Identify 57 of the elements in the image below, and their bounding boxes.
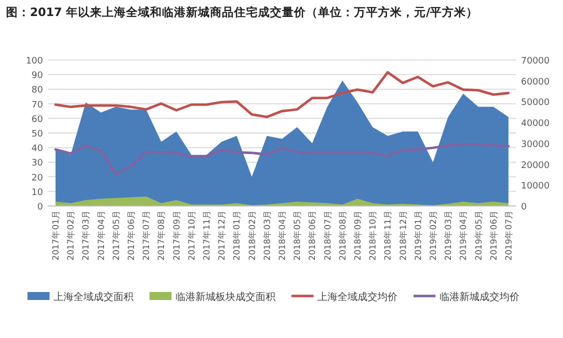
x-tick-label: 2019年04月 (458, 210, 470, 260)
y-tick-label: 10 (32, 188, 44, 198)
line-series (54, 71, 510, 118)
x-tick-label: 2017年11月 (202, 210, 213, 260)
x-tick-label: 2018年06月 (307, 210, 318, 260)
y2-tick-label: 50000 (521, 98, 550, 108)
x-tick-label: 2017年12月 (216, 210, 228, 260)
y-tick-label: 100 (26, 56, 44, 66)
y-tick-label: 90 (32, 71, 44, 82)
y-tick-label: 30 (32, 158, 44, 169)
y2-tick-label: 0 (521, 202, 527, 212)
y2-tick-label: 10000 (521, 182, 550, 192)
x-tick-label: 2017年02月 (66, 210, 77, 260)
y-tick-label: 60 (32, 114, 44, 125)
x-tick-label: 2017年04月 (96, 210, 107, 260)
x-tick-label: 2017年07月 (141, 210, 152, 260)
y2-tick-label: 20000 (521, 160, 550, 171)
x-tick-label: 2018年09月 (352, 210, 364, 260)
y-tick-label: 40 (32, 144, 44, 154)
x-tick-label: 2018年05月 (292, 210, 304, 260)
y-tick-label: 80 (32, 86, 44, 96)
y2-tick-label: 40000 (521, 119, 550, 130)
x-tick-label: 2019年06月 (488, 210, 500, 260)
x-tick-label: 2017年03月 (80, 210, 92, 260)
y-tick-label: 50 (32, 130, 44, 140)
x-tick-label: 2018年01月 (232, 210, 243, 260)
x-tick-label: 2019年07月 (503, 210, 514, 260)
chart-title: 图：2017 年以来上海全域和临港新城商品住宅成交量价（单位：万平方米，元/平方米） (6, 5, 478, 19)
x-tick-label: 2019年01月 (412, 210, 424, 260)
line-series (54, 143, 510, 176)
y-tick-label: 70 (32, 100, 44, 110)
y2-tick-label: 70000 (521, 56, 550, 66)
x-tick-label: 2018年02月 (246, 210, 258, 260)
x-tick-label: 2019年05月 (473, 210, 484, 260)
legend-label: 临港新城板块成交面积 (176, 291, 276, 303)
x-tick-label: 2018年08月 (337, 210, 348, 260)
legend-label: 临港新城成交均价 (440, 291, 520, 303)
x-tick-label: 2018年07月 (322, 210, 334, 260)
x-tick-label: 2018年04月 (277, 210, 288, 260)
y2-tick-label: 60000 (521, 77, 550, 88)
x-tick-label: 2018年10月 (368, 210, 379, 260)
x-tick-label: 2019年03月 (443, 210, 454, 260)
x-tick-label: 2017年10月 (186, 210, 198, 260)
y2-tick-label: 30000 (521, 140, 550, 150)
x-tick-label: 2017年01月 (50, 210, 62, 260)
x-tick-label: 2017年09月 (171, 210, 182, 260)
legend-label: 上海全域成交面积 (54, 291, 134, 303)
x-tick-label: 2017年06月 (126, 210, 138, 260)
x-tick-label: 2019年02月 (428, 210, 439, 260)
x-tick-label: 2017年05月 (110, 210, 122, 260)
x-tick-label: 2017年08月 (156, 210, 168, 260)
x-tick-label: 2018年12月 (398, 210, 409, 260)
x-tick-label: 2018年03月 (262, 210, 273, 260)
x-tick-label: 2018年11月 (382, 210, 394, 260)
y-tick-label: 0 (37, 202, 44, 212)
y-tick-label: 20 (32, 173, 44, 184)
legend-label: 上海全域成交均价 (318, 291, 398, 303)
